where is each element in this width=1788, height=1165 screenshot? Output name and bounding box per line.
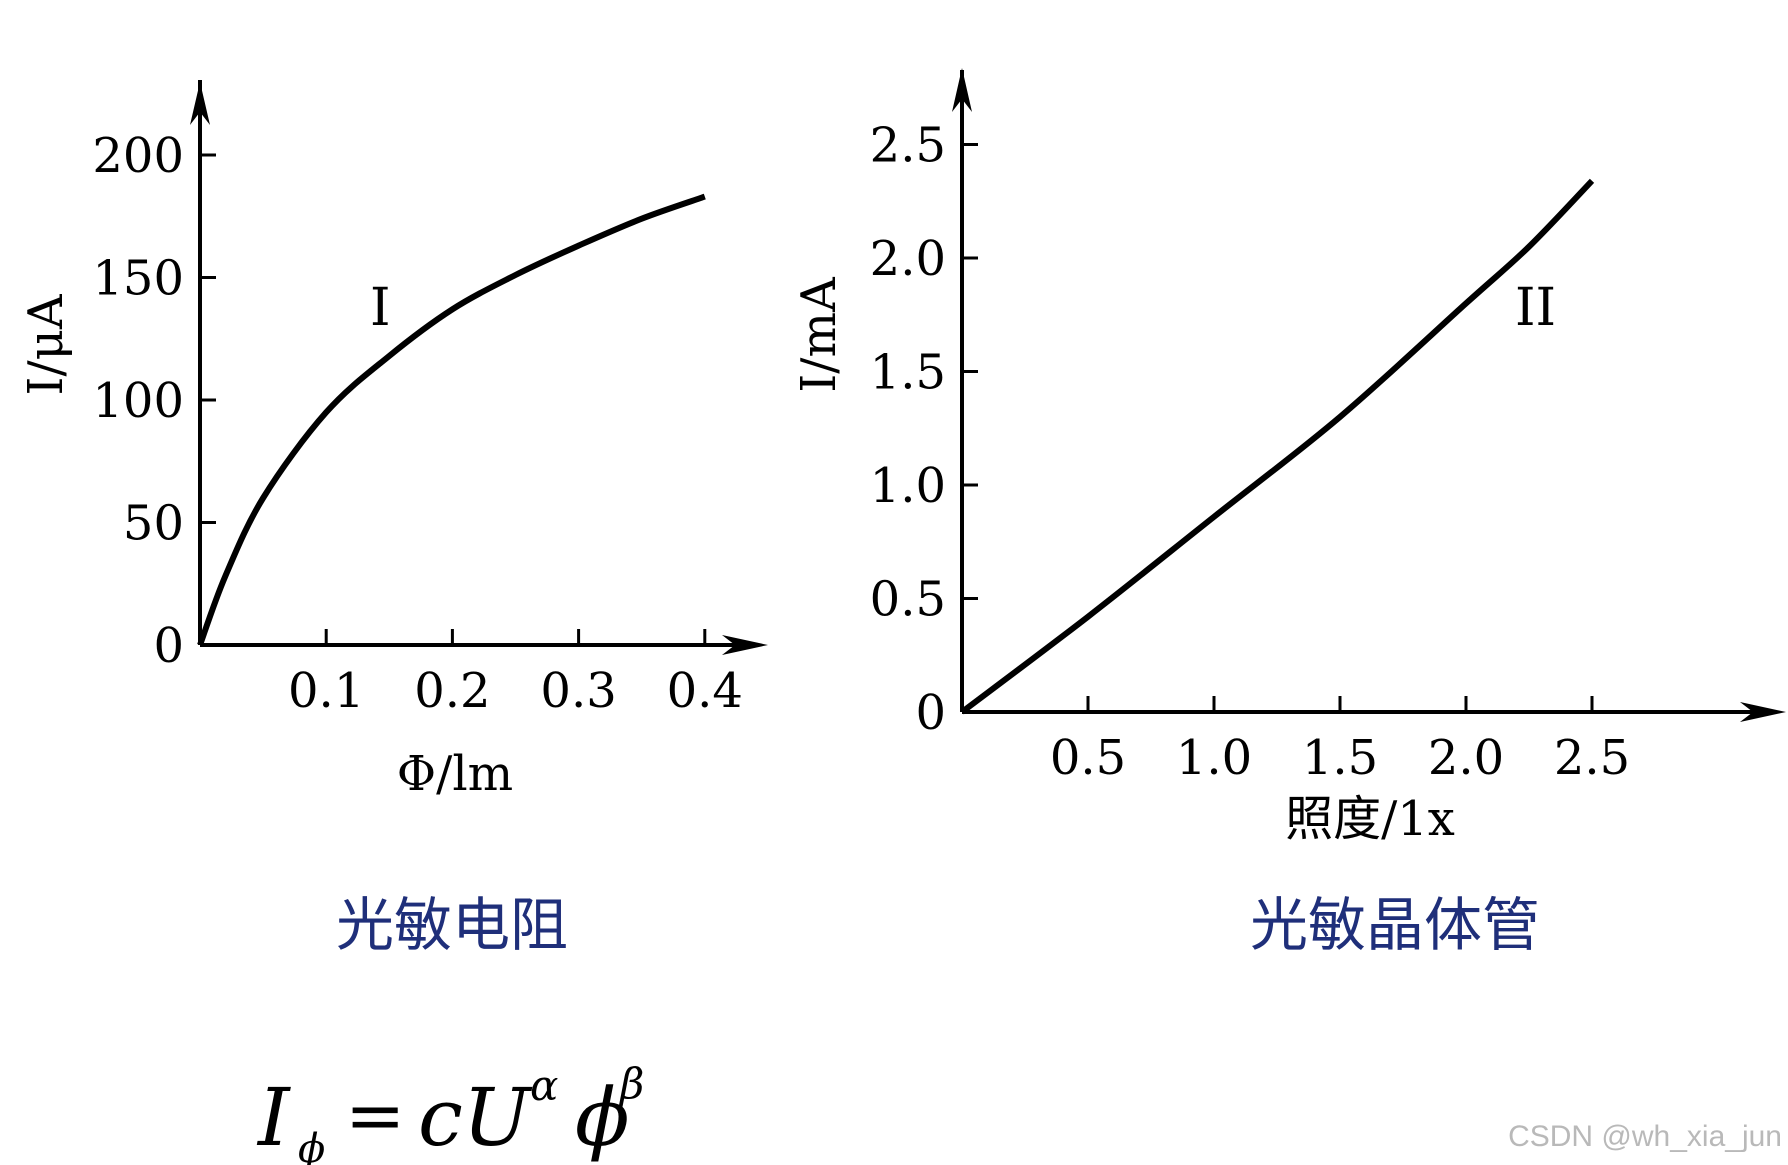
- x-tick-label: 2.5: [1554, 730, 1630, 786]
- y-tick-label: 0.5: [870, 572, 946, 628]
- formula-alpha: α: [530, 1061, 558, 1110]
- y-tick-label: 200: [92, 128, 184, 184]
- formula-cu: cU: [418, 1071, 533, 1164]
- x-axis-arrow-icon: [1740, 702, 1786, 722]
- y-axis-label: I/μA: [18, 293, 74, 395]
- y-tick-label: 0: [153, 618, 184, 674]
- formula-phi: ϕ: [575, 1071, 630, 1164]
- y-axis-label: I/mA: [791, 276, 847, 393]
- x-axis-arrow-icon: [722, 635, 768, 655]
- formula-subscript-phi: ϕ: [298, 1126, 325, 1165]
- curve-label-ii: II: [1515, 278, 1556, 338]
- curve-ii: [960, 178, 1595, 715]
- x-axis-label: Φ/lm: [397, 746, 513, 802]
- x-tick-label: 2.0: [1428, 730, 1504, 786]
- x-tick-label: 1.5: [1302, 730, 1378, 786]
- y-tick-label: 1.0: [870, 458, 946, 514]
- watermark: CSDN @wh_xia_jun: [1508, 1120, 1782, 1153]
- x-tick-label: 0.4: [667, 663, 743, 719]
- caption-photoresistor: 光敏电阻: [336, 891, 568, 959]
- formula-i: I: [256, 1071, 291, 1164]
- y-tick-label: 1.5: [870, 345, 946, 401]
- y-tick-label: 0: [915, 685, 946, 741]
- y-tick-label: 2.0: [870, 231, 946, 287]
- photoresistor-chart: 0 50 100 150 200 0.1 0.2 0.3 0.4 I I/μA Φ/lm 光敏…: [18, 80, 768, 959]
- x-tick-label: 0.3: [540, 663, 616, 719]
- formula: I ϕ = cU α ϕ β: [256, 1059, 644, 1165]
- x-tick-label: 1.0: [1176, 730, 1252, 786]
- curve-label-i: I: [370, 278, 391, 338]
- curve-i: [197, 193, 706, 647]
- phototransistor-chart: 0 0.5 1.0 1.5 2.0 2.5 0.5 1.0 1.5 2.0 2.5 II I/mA…: [791, 68, 1786, 959]
- y-axis-arrow-icon: [190, 82, 210, 125]
- y-axis-arrow-icon: [952, 68, 972, 112]
- x-axis-label: 照度/1x: [1285, 791, 1455, 847]
- caption-phototransistor: 光敏晶体管: [1250, 891, 1540, 959]
- formula-equals: =: [345, 1073, 405, 1157]
- y-tick-label: 50: [123, 496, 184, 552]
- x-tick-label: 0.2: [414, 663, 490, 719]
- y-tick-label: 100: [92, 373, 184, 429]
- y-tick-label: 2.5: [870, 118, 946, 174]
- x-tick-label: 0.1: [288, 663, 364, 719]
- y-tick-label: 150: [92, 251, 184, 307]
- x-tick-label: 0.5: [1050, 730, 1126, 786]
- formula-beta: β: [618, 1059, 644, 1108]
